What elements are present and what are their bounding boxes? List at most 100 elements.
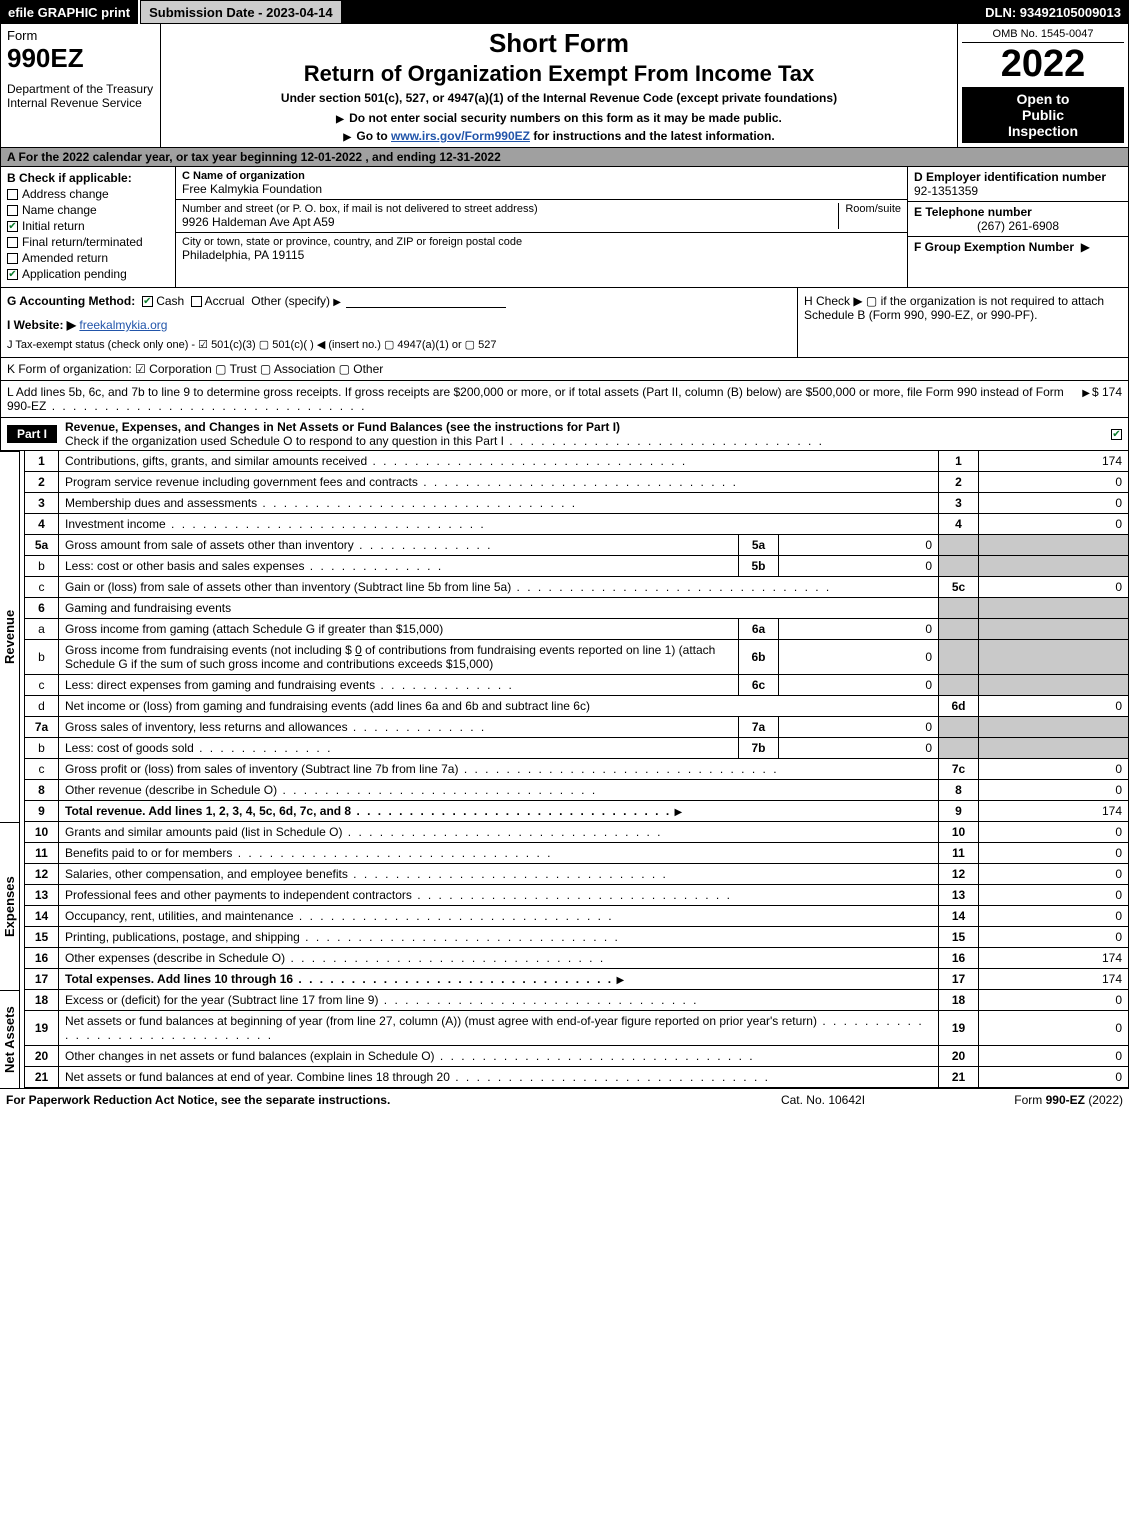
form-word: Form: [7, 28, 154, 43]
line-6a: aGross income from gaming (attach Schedu…: [25, 619, 1129, 640]
form-subtitle: Under section 501(c), 527, or 4947(a)(1)…: [169, 91, 949, 105]
checkbox[interactable]: [7, 253, 18, 264]
header-right: OMB No. 1545-0047 2022 Open to Public In…: [958, 24, 1128, 147]
checkbox-label: Final return/terminated: [22, 235, 143, 249]
line-20: 20Other changes in net assets or fund ba…: [25, 1046, 1129, 1067]
line-6d: dNet income or (loss) from gaming and fu…: [25, 696, 1129, 717]
checkbox[interactable]: [7, 189, 18, 200]
arrow-icon: ▶: [1081, 240, 1090, 254]
arrow-icon: [336, 111, 346, 125]
dln: DLN: 93492105009013: [977, 0, 1129, 24]
line-6b-amount: 0: [355, 643, 362, 657]
expenses-section: Expenses 10Grants and similar amounts pa…: [0, 822, 1129, 990]
revenue-table: 1Contributions, gifts, grants, and simil…: [24, 451, 1129, 822]
link-row: Go to www.irs.gov/Form990EZ for instruct…: [169, 129, 949, 143]
page-footer: For Paperwork Reduction Act Notice, see …: [0, 1088, 1129, 1111]
line-1: 1Contributions, gifts, grants, and simil…: [25, 451, 1129, 472]
org-address: 9926 Haldeman Ave Apt A59: [182, 215, 818, 229]
arrow-icon: [343, 129, 353, 143]
line-18: 18Excess or (deficit) for the year (Subt…: [25, 990, 1129, 1011]
line-5a: 5aGross amount from sale of assets other…: [25, 535, 1129, 556]
ein: 92-1351359: [914, 184, 978, 198]
short-form-label: Short Form: [169, 28, 949, 59]
submission-date: Submission Date - 2023-04-14: [140, 0, 342, 24]
line-2: 2Program service revenue including gover…: [25, 472, 1129, 493]
line-16: 16Other expenses (describe in Schedule O…: [25, 948, 1129, 969]
checkbox-label: Amended return: [22, 251, 108, 265]
line-17: 17Total expenses. Add lines 10 through 1…: [25, 969, 1129, 990]
part1-title: Revenue, Expenses, and Changes in Net As…: [65, 420, 620, 434]
part1-sub: Check if the organization used Schedule …: [65, 434, 824, 448]
line-6c: cLess: direct expenses from gaming and f…: [25, 675, 1129, 696]
topbar: efile GRAPHIC print Submission Date - 20…: [0, 0, 1129, 24]
line-15: 15Printing, publications, postage, and s…: [25, 927, 1129, 948]
box-b-item: Address change: [7, 187, 169, 201]
line-l: L Add lines 5b, 6c, and 7b to line 9 to …: [0, 381, 1129, 418]
line-21: 21Net assets or fund balances at end of …: [25, 1067, 1129, 1088]
part1-label: Part I: [7, 425, 57, 443]
arrow-icon: [1082, 385, 1092, 413]
checkbox-label: Address change: [22, 187, 109, 201]
ssn-note: Do not enter social security numbers on …: [169, 111, 949, 125]
line-5b: bLess: cost or other basis and sales exp…: [25, 556, 1129, 577]
accrual-checkbox[interactable]: [191, 296, 202, 307]
line-h: H Check ▶ ▢ if the organization is not r…: [798, 288, 1128, 357]
other-specify-input[interactable]: [346, 296, 506, 308]
arrow-icon: [616, 972, 626, 986]
tel-label: E Telephone number: [914, 205, 1032, 219]
checkbox[interactable]: [7, 205, 18, 216]
irs-link[interactable]: www.irs.gov/Form990EZ: [391, 129, 530, 143]
checkbox[interactable]: [7, 221, 18, 232]
org-city: Philadelphia, PA 19115: [182, 248, 901, 262]
line-6b: bGross income from fundraising events (n…: [25, 640, 1129, 675]
part1-header: Part I Revenue, Expenses, and Changes in…: [0, 418, 1129, 451]
footer-right: Form 990-EZ (2022): [923, 1093, 1123, 1107]
group-label: F Group Exemption Number: [914, 240, 1074, 254]
line-19: 19Net assets or fund balances at beginni…: [25, 1011, 1129, 1046]
cash-checkbox[interactable]: [142, 296, 153, 307]
omb-number: OMB No. 1545-0047: [962, 26, 1124, 43]
arrow-icon: [675, 804, 685, 818]
line-7a: 7aGross sales of inventory, less returns…: [25, 717, 1129, 738]
line-9: 9Total revenue. Add lines 1, 2, 3, 4, 5c…: [25, 801, 1129, 822]
box-b: B Check if applicable: Address changeNam…: [1, 167, 176, 287]
ein-label: D Employer identification number: [914, 170, 1106, 184]
part1-checkbox[interactable]: [1111, 429, 1122, 440]
c-name-label: C Name of organization: [182, 170, 305, 182]
footer-left: For Paperwork Reduction Act Notice, see …: [6, 1093, 723, 1107]
box-b-item: Application pending: [7, 267, 169, 281]
form-number: 990EZ: [7, 43, 154, 74]
org-name: Free Kalmykia Foundation: [182, 182, 901, 196]
checkbox[interactable]: [7, 269, 18, 280]
line-7b: bLess: cost of goods sold7b0: [25, 738, 1129, 759]
line-a: A For the 2022 calendar year, or tax yea…: [0, 148, 1129, 167]
room-label: Room/suite: [845, 203, 901, 215]
netassets-table: 18Excess or (deficit) for the year (Subt…: [24, 990, 1129, 1088]
expenses-vlabel: Expenses: [0, 822, 20, 990]
c-addr-label: Number and street (or P. O. box, if mail…: [182, 203, 818, 215]
line-6: 6Gaming and fundraising events: [25, 598, 1129, 619]
line-14: 14Occupancy, rent, utilities, and mainte…: [25, 906, 1129, 927]
form-header: Form 990EZ Department of the Treasury In…: [0, 24, 1129, 148]
checkbox-label: Application pending: [22, 267, 127, 281]
efile-label: efile GRAPHIC print: [0, 0, 140, 24]
box-b-item: Final return/terminated: [7, 235, 169, 249]
revenue-vlabel: Revenue: [0, 451, 20, 822]
website-link[interactable]: freekalmykia.org: [79, 318, 167, 332]
checkbox-label: Initial return: [22, 219, 85, 233]
c-city-label: City or town, state or province, country…: [182, 236, 901, 248]
line-l-value: $ 174: [1092, 385, 1122, 413]
line-12: 12Salaries, other compensation, and empl…: [25, 864, 1129, 885]
line-5c: cGain or (loss) from sale of assets othe…: [25, 577, 1129, 598]
line-13: 13Professional fees and other payments t…: [25, 885, 1129, 906]
inspection-badge: Open to Public Inspection: [962, 87, 1124, 143]
checkbox[interactable]: [7, 237, 18, 248]
header-center: Short Form Return of Organization Exempt…: [161, 24, 958, 147]
box-b-item: Name change: [7, 203, 169, 217]
line-8: 8Other revenue (describe in Schedule O)8…: [25, 780, 1129, 801]
form-title: Return of Organization Exempt From Incom…: [169, 61, 949, 87]
line-10: 10Grants and similar amounts paid (list …: [25, 822, 1129, 843]
line-11: 11Benefits paid to or for members110: [25, 843, 1129, 864]
line-j: J Tax-exempt status (check only one) - ☑…: [7, 338, 791, 351]
box-b-item: Amended return: [7, 251, 169, 265]
